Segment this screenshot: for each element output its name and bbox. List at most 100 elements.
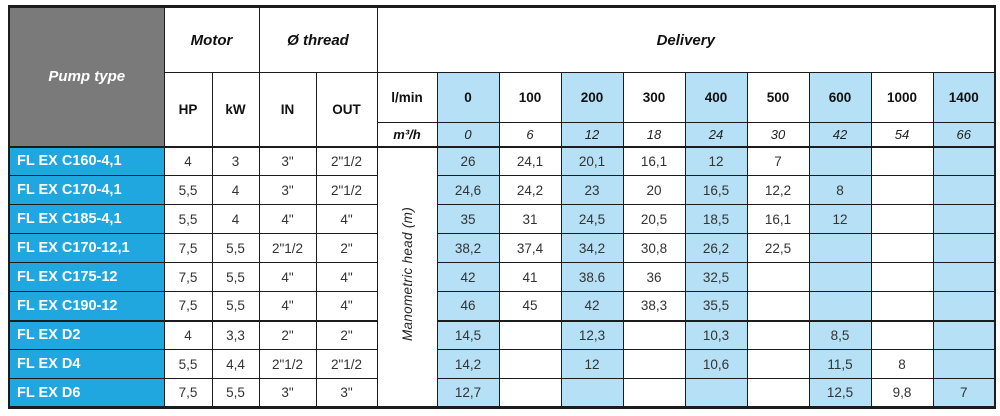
delivery-cell xyxy=(684,378,748,408)
delivery-cell: 20 xyxy=(622,175,686,205)
header-row-groups: Pump type Motor Ø thread Delivery xyxy=(8,6,996,147)
delivery-cell: 20,5 xyxy=(622,204,686,234)
delivery-cell: 14,5 xyxy=(436,319,500,350)
delivery-cell: 37,4 xyxy=(498,233,562,263)
delivery-header: Delivery xyxy=(376,6,996,73)
lmin-value: 100 xyxy=(498,72,562,123)
delivery-cell xyxy=(808,145,872,176)
delivery-cell: 16,1 xyxy=(622,145,686,176)
in-cell: 2" xyxy=(258,319,317,350)
delivery-cell: 26,2 xyxy=(684,233,748,263)
delivery-cell: 24,1 xyxy=(498,145,562,176)
delivery-cell: 12,7 xyxy=(436,378,500,408)
delivery-cell: 41 xyxy=(498,262,562,292)
delivery-cell: 35 xyxy=(436,204,500,234)
kw-cell: 4 xyxy=(211,204,260,234)
manometric-head-label: Manometric head (m) xyxy=(399,207,415,342)
delivery-cell: 38,3 xyxy=(622,291,686,321)
hp-cell: 4 xyxy=(163,319,213,350)
delivery-cell xyxy=(560,378,624,408)
delivery-cell: 10,6 xyxy=(684,349,748,379)
delivery-cell: 10,3 xyxy=(684,319,748,350)
delivery-cell: 24,5 xyxy=(560,204,624,234)
kw-cell: 3,3 xyxy=(211,319,260,350)
delivery-cell xyxy=(622,349,686,379)
delivery-cell: 46 xyxy=(436,291,500,321)
out-cell: 2"1/2 xyxy=(315,175,378,205)
in-cell: 2"1/2 xyxy=(258,233,317,263)
lmin-value: 300 xyxy=(622,72,686,123)
delivery-cell: 38.6 xyxy=(560,262,624,292)
delivery-cell xyxy=(870,291,934,321)
hp-cell: 7,5 xyxy=(163,378,213,408)
delivery-cell xyxy=(932,233,996,263)
lmin-value: 1000 xyxy=(870,72,934,123)
out-cell: 4" xyxy=(315,262,378,292)
manometric-head-cell: Manometric head (m) xyxy=(376,145,438,408)
delivery-cell xyxy=(870,204,934,234)
kw-cell: 5,5 xyxy=(211,291,260,321)
delivery-cell xyxy=(746,291,810,321)
kw-cell: 4 xyxy=(211,175,260,205)
out-cell: 4" xyxy=(315,291,378,321)
pump-name-cell: FL EX C190-12 xyxy=(8,291,165,321)
delivery-cell xyxy=(932,319,996,350)
delivery-cell: 12,3 xyxy=(560,319,624,350)
delivery-cell: 36 xyxy=(622,262,686,292)
m3h-unit-label: m³/h xyxy=(376,122,438,147)
table-row: FL EX C185-4,1 5,5 4 4" 4" 35 31 24,5 20,5 18,5 16… xyxy=(8,204,996,234)
delivery-cell xyxy=(932,291,996,321)
delivery-cell xyxy=(870,233,934,263)
delivery-cell xyxy=(932,175,996,205)
delivery-cell xyxy=(498,349,562,379)
pump-name-cell: FL EX D6 xyxy=(8,378,165,408)
m3h-value: 42 xyxy=(808,122,872,147)
kw-cell: 3 xyxy=(211,145,260,176)
m3h-value: 6 xyxy=(498,122,562,147)
m3h-value: 0 xyxy=(436,122,500,147)
table-row: FL EX C170-12,1 7,5 5,5 2"1/2 2" 38,2 37,4 34,2… xyxy=(8,233,996,263)
lmin-value: 0 xyxy=(436,72,500,123)
delivery-cell: 31 xyxy=(498,204,562,234)
delivery-cell: 7 xyxy=(746,145,810,176)
pump-name-cell: FL EX C170-12,1 xyxy=(8,233,165,263)
delivery-cell: 12,5 xyxy=(808,378,872,408)
delivery-cell xyxy=(622,378,686,408)
delivery-cell: 26 xyxy=(436,145,500,176)
lmin-value: 600 xyxy=(808,72,872,123)
in-cell: 3" xyxy=(258,378,317,408)
kw-cell: 4,4 xyxy=(211,349,260,379)
lmin-value: 400 xyxy=(684,72,748,123)
kw-cell: 5,5 xyxy=(211,233,260,263)
lmin-value: 1400 xyxy=(932,72,996,123)
delivery-cell: 7 xyxy=(932,378,996,408)
lmin-value: 500 xyxy=(746,72,810,123)
pump-name-cell: FL EX D2 xyxy=(8,319,165,350)
delivery-cell: 16,1 xyxy=(746,204,810,234)
in-cell: 2"1/2 xyxy=(258,349,317,379)
kw-cell: 5,5 xyxy=(211,262,260,292)
kw-header: kW xyxy=(211,72,260,147)
table-row: FL EX C160-4,1 4 3 3" 2"1/2 Manometric head (… xyxy=(8,145,996,408)
pump-name-cell: FL EX D4 xyxy=(8,349,165,379)
delivery-cell: 23 xyxy=(560,175,624,205)
header-row-units: HP kW IN OUT l/min 0 100 200 300 400 500… xyxy=(9,72,996,147)
out-cell: 4" xyxy=(315,204,378,234)
pump-spec-table: Pump type Motor Ø thread Delivery HP kW … xyxy=(8,5,997,409)
hp-cell: 7,5 xyxy=(163,291,213,321)
delivery-cell: 20,1 xyxy=(560,145,624,176)
delivery-cell: 24,6 xyxy=(436,175,500,205)
delivery-cell xyxy=(870,319,934,350)
delivery-cell: 42 xyxy=(560,291,624,321)
m3h-value: 18 xyxy=(622,122,686,147)
kw-cell: 5,5 xyxy=(211,378,260,408)
delivery-cell: 38,2 xyxy=(436,233,500,263)
delivery-cell xyxy=(746,349,810,379)
in-cell: 3" xyxy=(258,145,317,176)
delivery-cell xyxy=(746,378,810,408)
delivery-cell: 30,8 xyxy=(622,233,686,263)
header-row-m3h: m³/h 0 6 12 18 24 30 42 54 66 xyxy=(9,122,996,147)
delivery-cell: 16,5 xyxy=(684,175,748,205)
delivery-cell: 11,5 xyxy=(808,349,872,379)
hp-cell: 4 xyxy=(163,145,213,176)
